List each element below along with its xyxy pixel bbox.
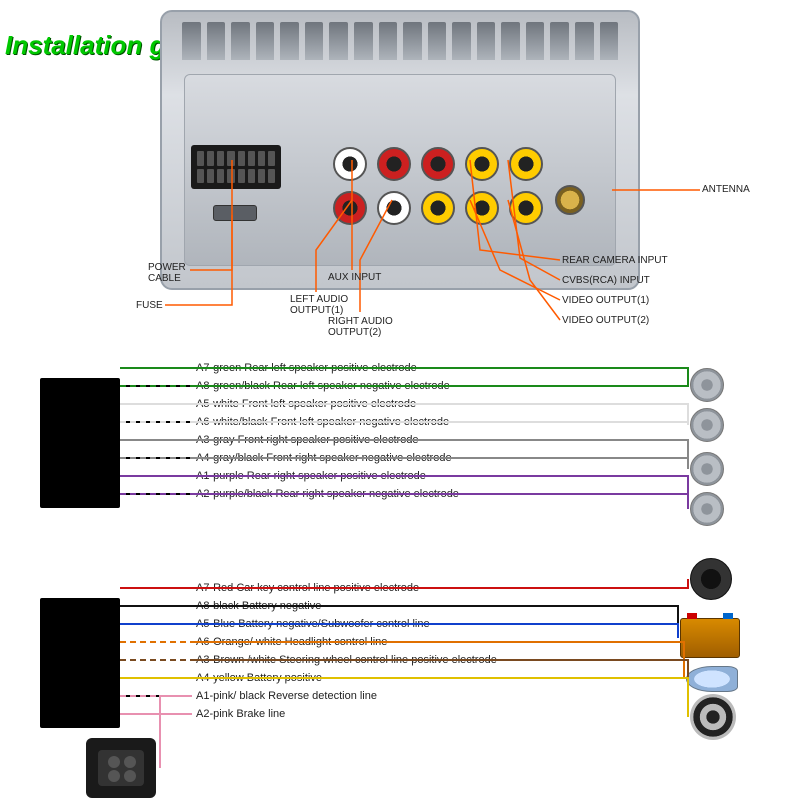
wire-label: A3-Brown /white Steering wheel control l… (196, 654, 497, 666)
wire-segment (120, 641, 192, 643)
wire-row: A8-black Battery negative (120, 600, 800, 612)
wire-segment (120, 659, 192, 661)
sub-icon (690, 558, 732, 600)
headlight-icon (686, 666, 738, 692)
label-left-audio: LEFT AUDIO OUTPUT(1) (290, 294, 348, 316)
connector-block-b: B (40, 378, 120, 508)
wheel-icon (690, 694, 736, 740)
label-antenna: ANTENNA (702, 184, 750, 195)
unit-backplate (184, 74, 616, 266)
wire-label: A2-pink Brake line (196, 708, 285, 720)
rca-jack (333, 191, 367, 225)
rca-jack (509, 147, 543, 181)
speaker-icon (690, 492, 724, 526)
wire-label: A4-yellow Battery positive (196, 672, 322, 684)
label-cvbs: CVBS(RCA) INPUT (562, 275, 650, 286)
wire-segment (120, 605, 192, 607)
rca-jack (377, 191, 411, 225)
fuse-holder (213, 205, 257, 221)
rca-jack (421, 191, 455, 225)
label-fuse: FUSE (136, 300, 163, 311)
wire-label: A3-gray Front right speaker positive ele… (196, 434, 419, 446)
connector-letter-a: A (18, 655, 28, 671)
speaker-icon (690, 368, 724, 402)
wire-label: A4-gray/black Front right speaker negati… (196, 452, 452, 464)
wire-label: A6-Orange/ white Headlight control line (196, 636, 387, 648)
rca-jack (421, 147, 455, 181)
wire-label: A8-black Battery negative (196, 600, 321, 612)
wire-label: A1-purple Rear right speaker positive el… (196, 470, 426, 482)
label-power-cable: POWER CABLE (148, 262, 186, 284)
rca-jack (465, 191, 499, 225)
iso-connector (191, 145, 281, 189)
camera-icon (86, 738, 156, 798)
wire-segment (120, 493, 192, 495)
wire-label: A6-white/black Front left speaker negati… (196, 416, 449, 428)
wire-segment (120, 367, 192, 369)
head-unit-rear (160, 10, 640, 290)
rca-jack (509, 191, 543, 225)
wire-segment (120, 385, 192, 387)
wire-segment (120, 421, 192, 423)
wire-label: A7-green Rear left speaker positive elec… (196, 362, 417, 374)
label-video2: VIDEO OUTPUT(2) (562, 315, 649, 326)
speaker-icon (690, 408, 724, 442)
label-right-audio: RIGHT AUDIO OUTPUT(2) (328, 316, 393, 338)
wire-segment (120, 695, 192, 697)
wire-segment (120, 587, 192, 589)
wire-label: A7-Red Car key control line positive ele… (196, 582, 419, 594)
rca-jack (333, 147, 367, 181)
wire-label: A5-Blue Battery negative/Subwoofer contr… (196, 618, 430, 630)
rca-jack (377, 147, 411, 181)
label-video1: VIDEO OUTPUT(1) (562, 295, 649, 306)
antenna-jack (555, 185, 585, 215)
connector-block-a: A (40, 598, 120, 728)
wire-segment (120, 475, 192, 477)
wire-label: A5-white Front left speaker positive ele… (196, 398, 416, 410)
wire-segment (120, 439, 192, 441)
wire-segment (120, 713, 192, 715)
label-aux: AUX INPUT (328, 272, 381, 283)
wire-segment (120, 677, 192, 679)
speaker-icon (690, 452, 724, 486)
wire-segment (120, 457, 192, 459)
wire-label: A8-green/black Rear left speaker negativ… (196, 380, 450, 392)
wire-label: A1-pink/ black Reverse detection line (196, 690, 377, 702)
heatsink-fins (182, 22, 618, 62)
rca-jack-grid (333, 147, 549, 231)
rca-jack (465, 147, 499, 181)
wire-segment (120, 403, 192, 405)
battery-icon (680, 618, 740, 658)
connector-letter-b: B (18, 435, 28, 451)
label-rear-cam: REAR CAMERA INPUT (562, 255, 668, 266)
wire-label: A2-purple/black Rear right speaker negat… (196, 488, 459, 500)
wire-segment (120, 623, 192, 625)
